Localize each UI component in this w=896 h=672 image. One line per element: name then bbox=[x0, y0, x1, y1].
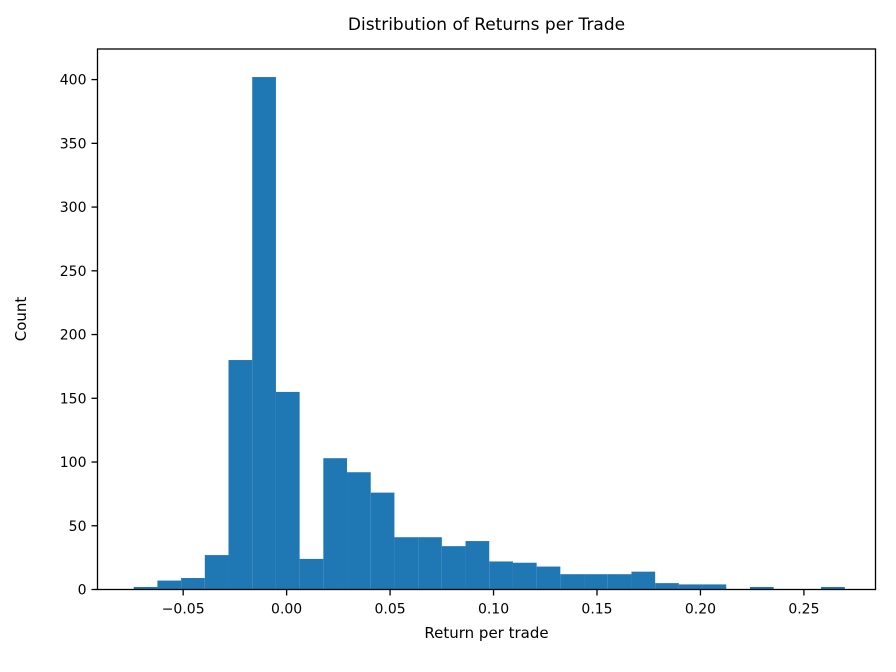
histogram-bar bbox=[607, 574, 632, 590]
histogram-bar bbox=[347, 472, 371, 590]
y-tick-label: 350 bbox=[60, 136, 87, 152]
x-tick-label: 0.20 bbox=[685, 602, 716, 618]
histogram-bar bbox=[631, 571, 656, 590]
histogram-bar bbox=[157, 580, 182, 590]
histogram-bar bbox=[584, 574, 608, 590]
y-tick-label: 250 bbox=[60, 264, 87, 280]
x-tick-label: 0.00 bbox=[271, 602, 302, 618]
y-tick-label: 150 bbox=[60, 391, 87, 407]
x-axis-label: Return per trade bbox=[424, 624, 549, 642]
histogram-bar bbox=[133, 586, 158, 590]
x-tick-label: 0.15 bbox=[581, 602, 612, 618]
y-tick-label: 200 bbox=[60, 328, 87, 344]
histogram-bar bbox=[394, 537, 419, 590]
histogram-bar bbox=[299, 558, 324, 590]
x-tick-label: −0.05 bbox=[162, 602, 205, 618]
histogram-bar bbox=[702, 584, 727, 590]
histogram-bar bbox=[181, 578, 205, 590]
histogram-bar bbox=[512, 562, 537, 590]
histogram-bar bbox=[370, 492, 395, 590]
y-tick-label: 0 bbox=[78, 583, 87, 599]
chart-title: Distribution of Returns per Trade bbox=[347, 15, 626, 35]
histogram-bar bbox=[678, 584, 703, 590]
y-tick-label: 300 bbox=[60, 200, 87, 216]
histogram-bar bbox=[655, 583, 679, 590]
histogram-bar bbox=[489, 561, 513, 590]
x-tick-label: 0.10 bbox=[478, 602, 509, 618]
y-tick-label: 50 bbox=[69, 519, 87, 535]
histogram-bar bbox=[536, 566, 561, 590]
histogram-bar bbox=[204, 555, 229, 590]
x-tick-label: 0.05 bbox=[374, 602, 405, 618]
histogram-bar bbox=[228, 360, 253, 590]
histogram-bar bbox=[323, 458, 348, 590]
histogram-bar bbox=[275, 391, 300, 590]
histogram-bar bbox=[418, 537, 442, 590]
y-tick-label: 400 bbox=[60, 73, 87, 89]
histogram-bar bbox=[252, 77, 276, 590]
x-tick-label: 0.25 bbox=[788, 602, 819, 618]
histogram-bar bbox=[441, 546, 466, 590]
y-tick-label: 100 bbox=[60, 455, 87, 471]
axes-spines bbox=[96, 48, 877, 591]
histogram-bar bbox=[465, 541, 490, 590]
histogram-bar bbox=[821, 586, 845, 590]
histogram-bar bbox=[749, 586, 774, 590]
y-axis-label: Count bbox=[12, 296, 30, 342]
histogram-bar bbox=[560, 574, 585, 590]
